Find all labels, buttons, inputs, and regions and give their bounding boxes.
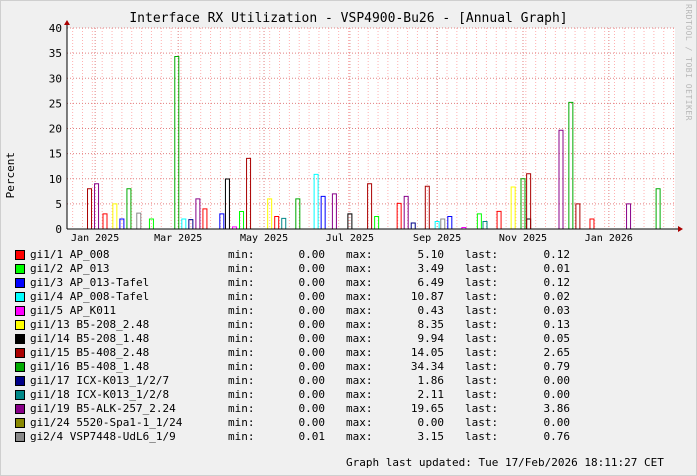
data-spike xyxy=(102,213,108,229)
data-spike xyxy=(424,185,430,229)
data-spike xyxy=(295,198,301,229)
data-spike xyxy=(440,218,446,229)
series-gi1-17 xyxy=(188,219,416,229)
y-tick-label: 25 xyxy=(49,97,62,110)
data-spike xyxy=(520,178,526,229)
data-spike xyxy=(347,213,353,229)
data-spike xyxy=(626,203,632,229)
data-spike xyxy=(447,215,453,229)
data-spike xyxy=(320,195,326,229)
data-spike xyxy=(396,202,402,229)
data-spike xyxy=(403,195,409,229)
x-tick-label: Jan 2025 xyxy=(71,233,119,244)
data-spike xyxy=(219,213,225,229)
data-spike xyxy=(188,219,194,229)
series-gi1-5 xyxy=(231,226,467,229)
rrdtool-watermark: RRDTOOL / TOBI OETIKER xyxy=(684,4,693,121)
x-tick-label: Mar 2025 xyxy=(154,233,202,244)
data-spike xyxy=(94,183,100,229)
data-spike xyxy=(313,173,319,229)
data-spike xyxy=(181,218,187,229)
data-spike xyxy=(367,183,373,229)
data-spike xyxy=(224,178,230,229)
data-spike xyxy=(112,203,118,229)
data-spike xyxy=(239,210,245,229)
data-spike xyxy=(655,188,661,229)
y-tick-label: 0 xyxy=(55,223,62,236)
y-tick-label: 15 xyxy=(49,148,62,161)
data-spike xyxy=(267,198,273,229)
series-gi1-2 xyxy=(148,210,482,229)
y-tick-label: 40 xyxy=(49,22,62,35)
x-tick-label: May 2025 xyxy=(240,233,288,244)
data-spike xyxy=(374,215,380,229)
x-axis-arrow xyxy=(678,226,683,232)
data-spike xyxy=(119,218,125,229)
data-spike xyxy=(575,203,581,229)
data-spike xyxy=(148,218,154,229)
series-gi1-4 xyxy=(181,173,440,229)
y-tick-label: 35 xyxy=(49,47,62,60)
data-spike xyxy=(476,213,482,229)
data-spike xyxy=(246,157,252,229)
y-tick-label: 5 xyxy=(55,198,62,211)
y-tick-label: 30 xyxy=(49,72,62,85)
data-spike xyxy=(202,208,208,229)
data-spike xyxy=(496,210,502,229)
data-spike xyxy=(510,186,516,229)
series-gi1-18 xyxy=(281,217,488,229)
series-gi1-13 xyxy=(112,186,516,229)
data-spike xyxy=(87,188,93,229)
series-gi1-1 xyxy=(102,202,595,229)
series-gi1-16 xyxy=(126,55,661,229)
series-gi1-15 xyxy=(87,157,581,229)
data-spike xyxy=(126,188,132,229)
series-gi1-19 xyxy=(94,129,632,229)
data-spike xyxy=(195,198,201,229)
data-spike xyxy=(174,55,180,229)
data-spike xyxy=(526,173,532,229)
data-spike xyxy=(281,217,287,229)
data-spike xyxy=(331,193,337,229)
y-tick-label: 20 xyxy=(49,123,62,136)
graph-title: Interface RX Utilization - VSP4900-Bu26 … xyxy=(129,11,568,26)
x-tick-label: Jan 2026 xyxy=(585,233,633,244)
data-spike xyxy=(410,222,416,229)
data-spike xyxy=(568,101,574,229)
series-gi1-3 xyxy=(119,195,453,229)
data-spike xyxy=(434,220,440,229)
data-spike xyxy=(461,226,467,229)
data-spike xyxy=(136,212,142,229)
y-tick-label: 10 xyxy=(49,173,62,186)
last-updated: Graph last updated: Tue 17/Feb/2026 18:1… xyxy=(346,456,664,469)
data-spike xyxy=(589,218,595,229)
data-spike xyxy=(231,226,237,229)
x-tick-label: Sep 2025 xyxy=(413,233,461,244)
data-spike xyxy=(482,220,488,229)
y-axis-arrow xyxy=(64,20,70,25)
series-gi2-4 xyxy=(136,212,446,229)
x-tick-label: Nov 2025 xyxy=(499,233,547,244)
x-tick-label: Jul 2025 xyxy=(326,233,374,244)
data-spike xyxy=(274,215,280,229)
data-spike xyxy=(558,129,564,229)
